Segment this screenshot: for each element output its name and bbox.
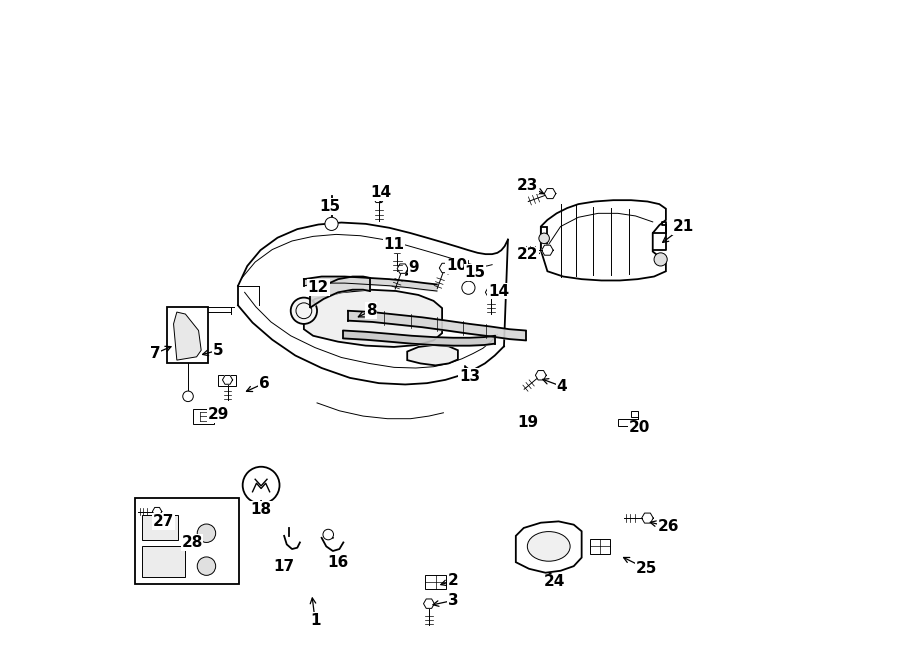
Text: 10: 10 [446, 258, 467, 274]
Circle shape [243, 467, 280, 504]
Text: 1: 1 [310, 613, 320, 627]
Circle shape [539, 233, 549, 244]
Circle shape [654, 253, 667, 266]
Polygon shape [167, 307, 208, 364]
Polygon shape [174, 312, 202, 360]
Text: 26: 26 [658, 519, 680, 534]
Circle shape [197, 524, 216, 543]
Bar [142, 515, 178, 540]
Text: 25: 25 [635, 561, 657, 576]
Bar [425, 574, 446, 589]
Text: 2: 2 [448, 573, 459, 588]
Polygon shape [542, 245, 554, 255]
Text: 18: 18 [250, 502, 272, 517]
Polygon shape [439, 263, 450, 273]
Polygon shape [152, 508, 162, 516]
Text: 21: 21 [673, 219, 694, 234]
Polygon shape [516, 522, 581, 572]
Polygon shape [219, 375, 236, 387]
Bar [135, 498, 239, 584]
Text: 14: 14 [370, 185, 392, 200]
Circle shape [183, 391, 194, 402]
Polygon shape [374, 192, 384, 202]
Text: 5: 5 [213, 343, 223, 358]
Ellipse shape [527, 531, 570, 561]
Text: 28: 28 [181, 535, 202, 550]
Bar [142, 546, 184, 577]
Circle shape [291, 297, 317, 324]
Polygon shape [397, 264, 408, 274]
Polygon shape [541, 200, 666, 280]
Text: 13: 13 [459, 369, 481, 384]
Text: 7: 7 [149, 346, 160, 361]
Text: 16: 16 [328, 555, 348, 570]
Polygon shape [407, 345, 458, 366]
Text: 6: 6 [259, 375, 270, 391]
Polygon shape [304, 290, 442, 347]
Text: 23: 23 [517, 178, 538, 193]
Polygon shape [194, 409, 214, 424]
Circle shape [197, 557, 216, 575]
Circle shape [462, 281, 475, 294]
Text: 8: 8 [365, 303, 376, 318]
Text: 29: 29 [208, 407, 229, 422]
Text: 12: 12 [308, 280, 329, 295]
Text: 17: 17 [274, 559, 294, 574]
Text: 14: 14 [488, 284, 509, 299]
Polygon shape [617, 410, 637, 426]
Text: 24: 24 [544, 574, 564, 590]
Polygon shape [642, 513, 653, 523]
Text: 20: 20 [629, 420, 651, 436]
Text: 27: 27 [153, 514, 175, 529]
Text: 11: 11 [383, 237, 405, 253]
Polygon shape [222, 375, 232, 384]
Polygon shape [536, 371, 546, 380]
Text: 15: 15 [464, 265, 486, 280]
Circle shape [323, 529, 334, 540]
Bar [590, 539, 610, 554]
Text: 22: 22 [517, 247, 538, 262]
Text: 4: 4 [556, 379, 567, 394]
Text: 19: 19 [518, 415, 538, 430]
Polygon shape [544, 188, 556, 198]
Polygon shape [424, 599, 435, 608]
Polygon shape [541, 227, 547, 251]
Polygon shape [485, 288, 496, 297]
Circle shape [325, 217, 338, 231]
Text: 3: 3 [448, 593, 459, 608]
Text: 9: 9 [409, 260, 419, 276]
Polygon shape [392, 243, 403, 253]
Text: 15: 15 [320, 199, 341, 214]
